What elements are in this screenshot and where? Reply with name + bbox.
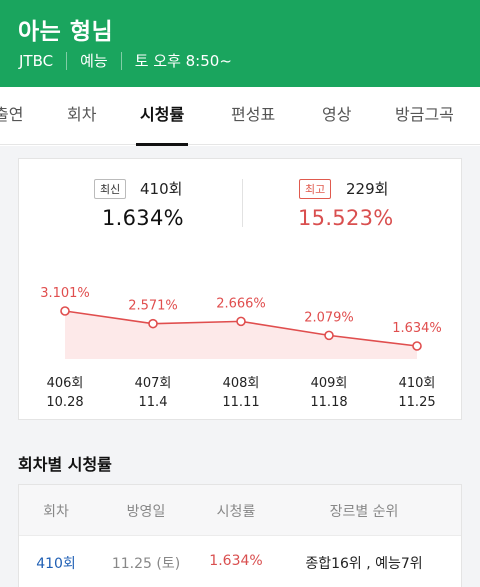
latest-badge: 최신: [94, 179, 127, 199]
chart-point: [324, 330, 334, 341]
summary-divider: [242, 179, 243, 227]
row-airdate: 11.25 (토): [111, 556, 181, 572]
rating-chart: 3.101% 406회 10.28 2.571% 407회 11.4 2.666% 408회 1…: [40, 286, 442, 410]
chart-date-label: 11.25: [398, 395, 435, 410]
chart-episode-label: 409회: [311, 376, 348, 391]
chart-value-label: 2.571%: [128, 299, 178, 314]
highest-rating: 15.523%: [298, 206, 394, 230]
chart-date-label: 11.4: [139, 395, 168, 410]
tab-song[interactable]: 방금그곡: [395, 105, 454, 124]
program-header: 아는 형님 JTBC 예능 토 오후 8:50~: [0, 0, 480, 87]
chart-date-label: 10.28: [46, 395, 83, 410]
header-genre-rank: 장르별 순위: [329, 504, 399, 520]
chart-value-label: 2.079%: [304, 310, 354, 325]
chart-episode-label: 408회: [223, 376, 260, 391]
chart-date-label: 11.11: [222, 395, 259, 410]
section-title: 회차별 시청률: [18, 455, 112, 474]
latest-rating: 1.634%: [102, 206, 184, 230]
meta-divider: [66, 51, 68, 70]
chart-episode-label: 407회: [135, 376, 172, 391]
highest-episode: 229회: [346, 180, 389, 198]
tab-videos[interactable]: 영상: [322, 105, 352, 124]
chart-episode-label: 406회: [47, 376, 84, 391]
channel-label: JTBC: [19, 51, 54, 70]
chart-date-label: 11.18: [310, 395, 347, 410]
tab-episodes[interactable]: 회차: [67, 105, 97, 124]
program-meta: JTBC 예능 토 오후 8:50~: [19, 50, 232, 71]
chart-point: [412, 341, 422, 351]
chart-area: [65, 311, 417, 359]
highest-badge: 최고: [299, 179, 332, 199]
row-episode-link[interactable]: 410회: [36, 556, 76, 572]
episode-rating-table: 회차 방영일 시청률 장르별 순위 410회 11.25 (토) 1.634% …: [18, 484, 462, 587]
program-title: 아는 형님: [18, 19, 114, 45]
chart-point: [148, 318, 158, 329]
table-header: 회차 방영일 시청률 장르별 순위: [19, 485, 461, 536]
chart-point: [60, 306, 70, 316]
tab-bar: 출연 회차 시청률 편성표 영상 방금그곡: [0, 87, 480, 146]
tab-schedule[interactable]: 편성표: [231, 105, 276, 124]
chart-value-label: 3.101%: [40, 286, 90, 301]
schedule-label: 토 오후 8:50~: [134, 52, 232, 70]
chart-value-label: 1.634%: [392, 321, 442, 336]
header-airdate: 방영일: [126, 504, 166, 520]
latest-episode: 410회: [140, 180, 183, 198]
tab-ratings[interactable]: 시청률: [135, 87, 189, 146]
header-episode: 회차: [43, 504, 69, 520]
chart-point: [236, 316, 246, 327]
meta-divider: [120, 51, 122, 70]
chart-value-label: 2.666%: [216, 296, 266, 311]
header-rating: 시청률: [216, 504, 256, 520]
tab-cast[interactable]: 출연: [0, 105, 24, 124]
rating-card: 최신 410회 1.634% 최고 229회 15.523% 3.101% 406…: [18, 158, 462, 420]
chart-episode-label: 410회: [399, 376, 436, 391]
row-rating: 1.634%: [209, 553, 263, 569]
row-genre-rank: 종합16위 , 예능7위: [305, 556, 423, 572]
genre-label: 예능: [80, 52, 108, 70]
